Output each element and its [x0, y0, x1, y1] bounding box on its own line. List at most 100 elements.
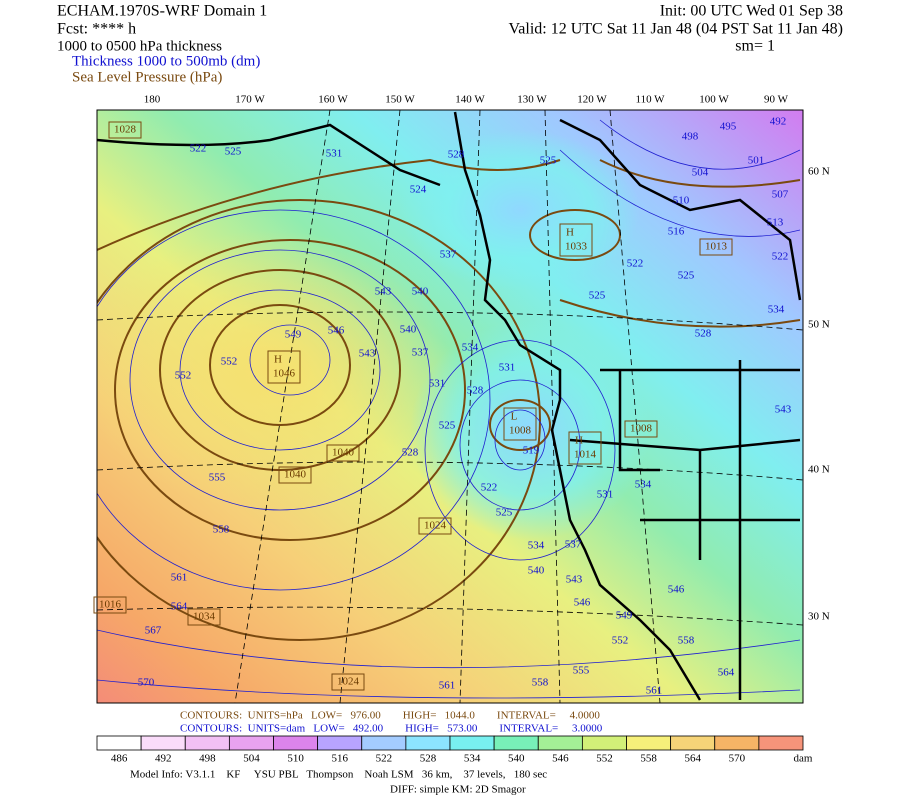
pressure-label: 1028	[114, 124, 137, 136]
label-box	[326, 444, 360, 462]
colorbar-label: 492	[155, 753, 172, 765]
colorbar-label: 552	[596, 753, 613, 765]
colorbar-label: 486	[111, 753, 128, 765]
model-info: Model Info: V3.1.1 KF YSU PBL Thompson N…	[130, 769, 547, 781]
thickness-label: 531	[597, 489, 614, 501]
label-box	[278, 466, 312, 484]
latitude-label: 60 N	[808, 166, 830, 178]
thickness-label: 558	[532, 677, 549, 689]
longitude-label: 170 W	[235, 94, 265, 106]
thickness-label: 525	[439, 420, 456, 432]
colorbar-label: 564	[684, 753, 701, 765]
thk-contour-info: CONTOURS: UNITS=dam LOW= 492.00 HIGH= 57…	[180, 723, 603, 735]
label-box	[568, 431, 602, 465]
label-box	[624, 420, 658, 438]
colorbar-label: 558	[640, 753, 657, 765]
colorbar-label: 540	[508, 753, 525, 765]
thickness-label: 546	[668, 584, 685, 596]
legend-thickness: Thickness 1000 to 500mb (dm)	[72, 53, 260, 69]
label-box	[187, 608, 221, 626]
coastline	[97, 111, 802, 701]
smoothing: sm= 1	[735, 38, 775, 55]
colorbar-swatch	[228, 735, 274, 751]
colorbar-swatch	[96, 735, 142, 751]
label-box	[559, 223, 593, 257]
pressure-label: 1013	[705, 241, 728, 253]
longitude-label: 100 W	[699, 94, 729, 106]
longitude-label: 180	[144, 94, 161, 106]
thickness-label: 555	[209, 472, 226, 484]
colorbar-label: 516	[331, 753, 348, 765]
thickness-label: 552	[221, 356, 238, 368]
thickness-label: 525	[540, 155, 557, 167]
longitude-label: 130 W	[517, 94, 547, 106]
pressure-label: 1040	[284, 469, 307, 481]
label-box	[93, 596, 127, 614]
colorbar-label: 570	[729, 753, 746, 765]
diff-info: DIFF: simple KM: 2D Smagor	[390, 784, 526, 796]
thickness-label: 558	[678, 635, 695, 647]
colorbar-unit: dam	[794, 753, 813, 765]
colorbar-swatch	[758, 735, 804, 751]
thickness-label: 561	[439, 680, 456, 692]
thickness-label: 570	[138, 677, 155, 689]
thickness-label: 558	[213, 524, 230, 536]
graticule	[97, 110, 803, 703]
colorbar-swatch	[405, 735, 451, 751]
thickness-label: 564	[718, 667, 735, 679]
thickness-label: 537	[440, 249, 457, 261]
forecast: Fcst: **** h	[57, 21, 136, 38]
label-box	[108, 121, 142, 139]
thickness-label: 492	[770, 116, 787, 128]
thickness-label: 525	[589, 290, 606, 302]
latitude-label: 30 N	[808, 611, 830, 623]
pressure-label: 1024	[337, 676, 360, 688]
thickness-label: 552	[175, 370, 192, 382]
pressure-center-value: 1008	[509, 425, 532, 437]
colorbar-label: 510	[287, 753, 304, 765]
longitude-label: 120 W	[577, 94, 607, 106]
colorbar-label: 546	[552, 753, 569, 765]
thickness-label: 543	[566, 574, 583, 586]
thickness-label: 522	[190, 143, 207, 155]
colorbar-label: 534	[464, 753, 481, 765]
colorbar-swatch	[317, 735, 363, 751]
label-box	[699, 238, 733, 256]
pressure-contours	[97, 158, 801, 641]
valid-time: Valid: 12 UTC Sat 11 Jan 48 (04 PST Sat …	[508, 21, 843, 38]
map-frame	[96, 109, 804, 704]
pressure-center-type: H	[274, 354, 282, 366]
colorbar-swatch	[537, 735, 583, 751]
thickness-label: 524	[410, 184, 427, 196]
thickness-label: 528	[448, 149, 465, 161]
thickness-label: 516	[668, 226, 685, 238]
thickness-label: 543	[359, 348, 376, 360]
thickness-contours	[97, 119, 801, 699]
thickness-label: 522	[772, 251, 789, 263]
thickness-label: 567	[145, 625, 162, 637]
title: ECHAM.1970S-WRF Domain 1	[57, 3, 267, 20]
field: 1000 to 0500 hPa thickness	[57, 38, 222, 54]
thickness-label: 561	[646, 685, 663, 697]
pressure-center-value: 1014	[574, 449, 597, 461]
thickness-label: 537	[412, 347, 429, 359]
thickness-label: 534	[768, 304, 785, 316]
slp-contour-info: CONTOURS: UNITS=hPa LOW= 976.00 HIGH= 10…	[180, 710, 600, 722]
longitude-label: 160 W	[318, 94, 348, 106]
thickness-label: 540	[528, 565, 545, 577]
colorbar-swatch	[140, 735, 186, 751]
colorbar-label: 528	[420, 753, 437, 765]
thickness-label: 543	[375, 286, 392, 298]
colorbar-label: 504	[243, 753, 260, 765]
legend-slp: Sea Level Pressure (hPa)	[72, 69, 222, 85]
thickness-label: 534	[528, 540, 545, 552]
thickness-label: 528	[695, 328, 712, 340]
pressure-label: 1034	[193, 611, 216, 623]
thickness-label: 504	[692, 167, 709, 179]
thickness-label: 531	[429, 378, 446, 390]
thickness-label: 519	[523, 445, 540, 457]
colorbar-swatch	[449, 735, 495, 751]
colorbar-swatch	[361, 735, 407, 751]
map-labels: 180 170 W 160 W 150 W 140 W 130 W 120 W 110 W 10…	[93, 94, 830, 697]
pressure-center-type: L	[511, 411, 518, 423]
